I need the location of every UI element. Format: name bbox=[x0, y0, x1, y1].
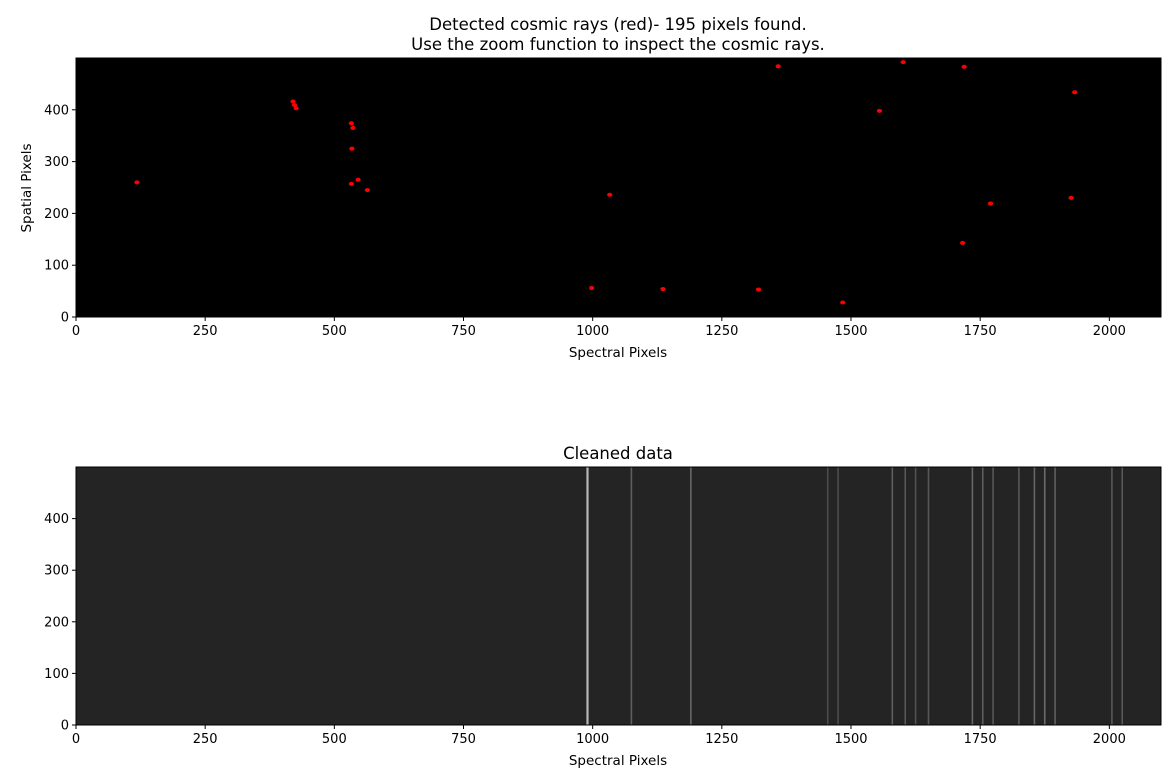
cosmic-ray-point bbox=[987, 201, 994, 206]
bottom-title: Cleaned data bbox=[563, 444, 673, 463]
y-tick-label: 0 bbox=[61, 311, 69, 326]
y-tick-label: 0 bbox=[61, 719, 69, 734]
x-tick-label: 500 bbox=[322, 324, 347, 339]
cosmic-ray-point bbox=[660, 287, 666, 292]
x-tick-label: 1500 bbox=[834, 732, 867, 747]
cosmic-ray-point bbox=[960, 240, 966, 245]
cosmic-ray-panel: Detected cosmic rays (red)- 195 pixels f… bbox=[19, 15, 1162, 361]
top-x-axis: 0 250 500 750 1000 1250 1500 1750 2000 bbox=[72, 317, 1126, 339]
x-tick-label: 500 bbox=[322, 732, 347, 747]
cosmic-ray-point bbox=[961, 64, 967, 69]
cosmic-ray-point bbox=[348, 121, 354, 126]
top-plot-frame bbox=[75, 57, 1162, 318]
cosmic-ray-point bbox=[589, 285, 595, 290]
x-tick-label: 1250 bbox=[705, 732, 738, 747]
y-tick-label: 300 bbox=[44, 564, 69, 579]
top-y-axis-label: Spatial Pixels bbox=[19, 143, 35, 232]
cosmic-ray-point bbox=[291, 103, 298, 108]
y-tick-label: 400 bbox=[44, 103, 69, 118]
y-tick-label: 300 bbox=[44, 155, 69, 170]
y-tick-label: 100 bbox=[44, 259, 69, 274]
cosmic-ray-point bbox=[755, 287, 762, 292]
cosmic-ray-point bbox=[900, 60, 906, 65]
x-tick-label: 0 bbox=[72, 732, 80, 747]
bottom-plot-frame bbox=[75, 466, 1162, 726]
cosmic-ray-point bbox=[876, 108, 883, 113]
top-y-axis: 0 100 200 300 400 bbox=[44, 103, 76, 326]
cosmic-ray-point bbox=[350, 125, 356, 130]
cosmic-ray-point bbox=[355, 177, 361, 182]
cosmic-ray-point bbox=[607, 192, 613, 197]
x-tick-label: 250 bbox=[193, 324, 218, 339]
x-tick-label: 2000 bbox=[1093, 324, 1126, 339]
cosmic-ray-point bbox=[840, 300, 846, 305]
x-tick-label: 1500 bbox=[834, 324, 867, 339]
bottom-x-axis: 0 250 500 750 1000 1250 1500 1750 2000 bbox=[72, 725, 1126, 747]
y-tick-label: 400 bbox=[44, 512, 69, 527]
cosmic-ray-points bbox=[134, 60, 1078, 305]
y-tick-label: 200 bbox=[44, 207, 69, 222]
x-tick-label: 250 bbox=[193, 732, 218, 747]
cosmic-ray-point bbox=[134, 180, 140, 185]
x-tick-label: 1000 bbox=[576, 324, 609, 339]
bottom-x-axis-label: Spectral Pixels bbox=[569, 753, 667, 769]
cosmic-ray-point bbox=[349, 146, 355, 151]
y-tick-label: 100 bbox=[44, 667, 69, 682]
top-title-line2: Use the zoom function to inspect the cos… bbox=[411, 35, 825, 54]
cleaned-image-background bbox=[76, 467, 1161, 725]
cosmic-ray-point bbox=[1068, 195, 1074, 200]
x-tick-label: 1750 bbox=[964, 732, 997, 747]
top-image-background bbox=[76, 58, 1161, 317]
x-tick-label: 1250 bbox=[705, 324, 738, 339]
top-x-axis-label: Spectral Pixels bbox=[569, 345, 667, 361]
cosmic-ray-point bbox=[1072, 90, 1078, 95]
cosmic-ray-point bbox=[293, 106, 299, 111]
cleaned-image-features bbox=[298, 467, 1161, 725]
y-tick-label: 200 bbox=[44, 615, 69, 630]
cosmic-ray-point bbox=[364, 188, 370, 193]
cosmic-ray-point bbox=[775, 64, 781, 69]
cosmic-ray-point bbox=[348, 181, 354, 186]
x-tick-label: 750 bbox=[451, 324, 476, 339]
x-tick-label: 1750 bbox=[964, 324, 997, 339]
x-tick-label: 750 bbox=[451, 732, 476, 747]
top-title-line1: Detected cosmic rays (red)- 195 pixels f… bbox=[429, 15, 806, 34]
x-tick-label: 2000 bbox=[1093, 732, 1126, 747]
bottom-y-axis: 0 100 200 300 400 bbox=[44, 512, 76, 734]
x-tick-label: 0 bbox=[72, 324, 80, 339]
cleaned-data-panel: Cleaned data 0 250 500 750 1000 1250 1500 1750 2… bbox=[44, 444, 1162, 769]
cosmic-ray-point bbox=[290, 99, 296, 104]
x-tick-label: 1000 bbox=[576, 732, 609, 747]
